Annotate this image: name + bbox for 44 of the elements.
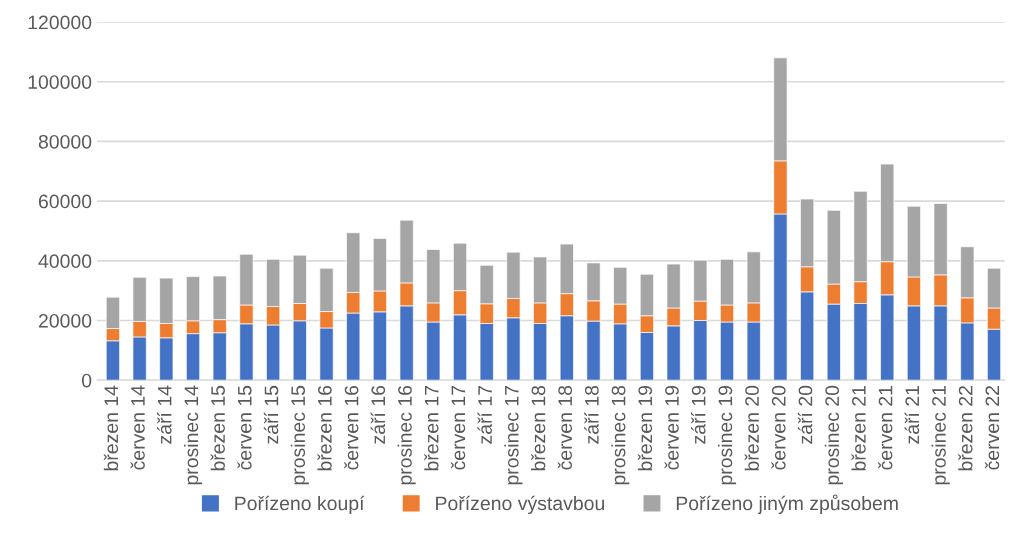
x-tick-label: červen 22 <box>984 386 1000 470</box>
y-tick-label: 40000 <box>38 254 92 269</box>
x-tick-label: prosinec 17 <box>504 386 523 485</box>
x-tick-label: březen 15 <box>210 385 225 471</box>
x-tick-label: červen 16 <box>344 385 359 470</box>
x-tick-label: březen 21 <box>851 385 866 471</box>
x-tick-label: prosinec 20 <box>824 385 843 485</box>
x-tick-label: září 19 <box>691 385 706 444</box>
x-tick-label: září 17 <box>477 386 492 444</box>
x-tick-label: červen 21 <box>878 385 893 470</box>
x-tick-label: prosinec 16 <box>397 385 416 485</box>
x-tick-label: březen 17 <box>424 386 439 471</box>
x-tick-label: červen 15 <box>237 385 252 470</box>
legend-label: Pořízeno jiným způsobem <box>676 494 898 515</box>
x-tick-label: prosinec 19 <box>717 385 737 485</box>
x-tick-label: březen 14 <box>103 385 119 471</box>
y-tick-label: 120000 <box>28 15 92 30</box>
y-tick-label: 60000 <box>38 194 92 209</box>
x-tick-label: září 21 <box>904 386 920 444</box>
x-tick-label: červen 14 <box>130 385 145 470</box>
y-tick-label: 0 <box>81 373 92 388</box>
x-tick-label: červen 19 <box>664 385 679 470</box>
y-tick-label: 100000 <box>28 75 92 89</box>
x-tick-label: červen 17 <box>450 386 466 470</box>
x-tick-label: březen 16 <box>317 385 332 471</box>
x-tick-label: březen 22 <box>958 386 973 471</box>
x-tick-label: červen 20 <box>771 385 786 470</box>
y-tick-label: 80000 <box>38 134 92 149</box>
x-tick-label: březen 20 <box>744 385 759 471</box>
x-tick-label: červen 18 <box>557 385 573 470</box>
x-tick-label: září 14 <box>157 385 172 444</box>
x-tick-label: prosinec 14 <box>183 385 203 485</box>
legend-label: Pořízeno koupí <box>235 495 365 515</box>
x-tick-label: prosinec 21 <box>931 385 950 485</box>
x-tick-label: březen 19 <box>637 385 653 471</box>
x-tick-label: září 18 <box>584 385 599 444</box>
legend-label: Pořízeno výstavbou <box>436 495 604 515</box>
x-tick-label: září 15 <box>263 385 279 444</box>
x-tick-label: březen 18 <box>530 385 546 471</box>
y-tick-label: 20000 <box>38 313 92 328</box>
x-tick-label: září 20 <box>797 385 813 444</box>
x-tick-label: prosinec 18 <box>611 385 630 485</box>
x-tick-label: prosinec 15 <box>290 385 309 485</box>
x-tick-label: září 16 <box>370 385 386 444</box>
